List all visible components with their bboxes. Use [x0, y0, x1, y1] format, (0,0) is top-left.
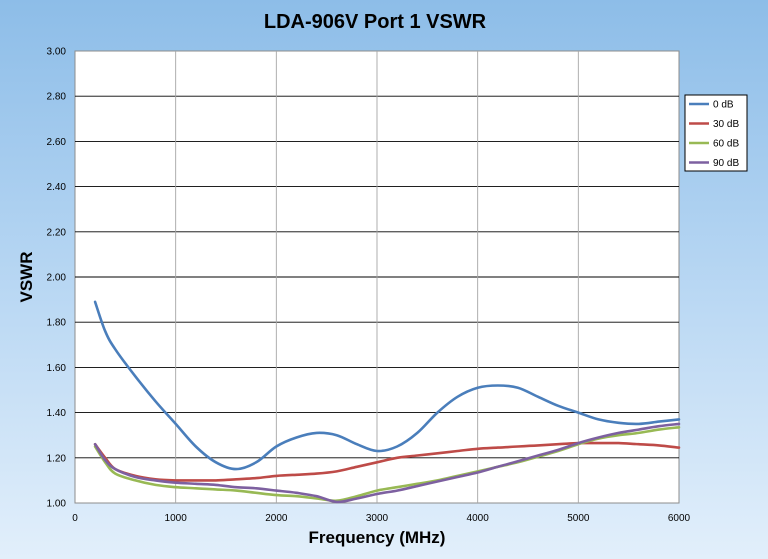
series-line-90-db [93, 422, 681, 504]
y-tick-label: 2.40 [47, 182, 67, 193]
axis-tick-labels: 1.00 1.20 1.40 1.60 1.80 2.00 2.20 2.40 2.60 2.80… [47, 47, 691, 525]
y-tick-label: 2.20 [47, 227, 67, 238]
series-lines [93, 300, 681, 504]
y-tick-label: 2.80 [47, 92, 67, 103]
legend-label-30-db: 30 dB [713, 119, 739, 130]
x-tick-label: 4000 [467, 513, 490, 524]
legend-label-90-db: 90 dB [713, 158, 739, 169]
y-tick-label: 1.00 [47, 499, 67, 510]
x-axis-title: Frequency (MHz) [309, 528, 446, 547]
x-tick-label: 3000 [366, 513, 389, 524]
y-tick-label: 2.60 [47, 137, 67, 148]
x-tick-label: 1000 [165, 513, 188, 524]
x-tick-label: 2000 [265, 513, 288, 524]
y-tick-label: 1.20 [47, 453, 67, 464]
x-tick-label: 6000 [668, 513, 691, 524]
legend-label-0-db: 0 dB [713, 100, 734, 111]
y-axis-title: VSWR [17, 252, 36, 303]
grid-lines [75, 51, 679, 503]
legend-box [684, 94, 748, 172]
x-tick-label: 5000 [567, 513, 590, 524]
chart-title: LDA-906V Port 1 VSWR [264, 11, 487, 33]
y-tick-label: 3.00 [47, 47, 67, 58]
y-tick-label: 1.80 [47, 318, 67, 329]
series-line-0-db [93, 300, 681, 471]
y-tick-label: 1.40 [47, 408, 67, 419]
x-tick-label: 0 [72, 513, 78, 524]
y-tick-label: 2.00 [47, 273, 67, 284]
y-tick-label: 1.60 [47, 363, 67, 374]
legend-label-60-db: 60 dB [713, 139, 739, 150]
legend: 0 dB 30 dB 60 dB 90 dB [684, 94, 748, 172]
